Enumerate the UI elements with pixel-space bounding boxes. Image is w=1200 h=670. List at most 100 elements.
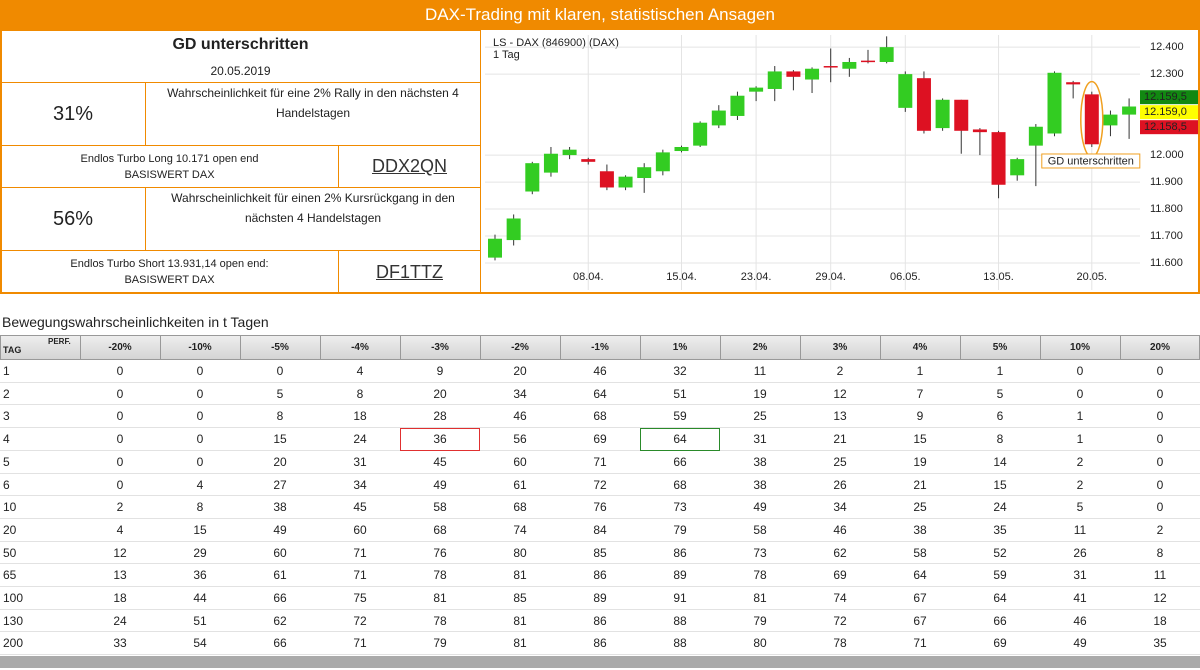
table-cell: 0 xyxy=(116,409,124,424)
table-cell: 7 xyxy=(916,386,924,401)
table-cell: 25 xyxy=(913,500,927,515)
table-cell: 8 xyxy=(1156,545,1164,560)
x-tick-label: 23.04. xyxy=(741,271,772,283)
table-cell: 72 xyxy=(593,477,607,492)
table-cell: 15 xyxy=(913,432,927,447)
table-cell: 20 xyxy=(273,454,287,469)
short-code-link[interactable]: DF1TTZ xyxy=(376,261,443,282)
column-divider xyxy=(800,335,801,360)
table-cell: 88 xyxy=(673,636,687,651)
y-tick-label: 12.300 xyxy=(1150,68,1184,80)
table-cell: 81 xyxy=(513,568,527,583)
table-cell: 56 xyxy=(513,432,527,447)
table-cell: 78 xyxy=(753,568,767,583)
short-name: Endlos Turbo Short 13.931,14 open end: xyxy=(70,258,269,270)
table-cell: 81 xyxy=(513,613,527,628)
candle-body xyxy=(1010,159,1025,176)
price-tag-label: 12.159,5 xyxy=(1144,91,1187,103)
table-cell: 73 xyxy=(673,500,687,515)
table-cell: 64 xyxy=(913,568,927,583)
table-cell: 91 xyxy=(673,591,687,605)
table-cell: 46 xyxy=(593,364,607,378)
table-cell: 14 xyxy=(993,454,1007,469)
candle-body xyxy=(972,129,987,133)
column-header: -3% xyxy=(431,342,449,353)
table-cell: 2 xyxy=(116,500,124,515)
column-header: 10% xyxy=(1069,342,1090,353)
table-cell: 0 xyxy=(196,409,204,424)
row-line xyxy=(0,381,1200,383)
row-tag: 20 xyxy=(3,522,17,537)
y-tick-label: 11.900 xyxy=(1150,176,1183,188)
table-cell: 0 xyxy=(196,364,204,378)
table-cell: 66 xyxy=(273,636,287,651)
column-header: 2% xyxy=(752,342,768,353)
table-cell: 4 xyxy=(116,522,124,537)
table-cell: 24 xyxy=(353,432,367,447)
table-cell: 68 xyxy=(673,477,687,492)
column-divider xyxy=(880,335,881,360)
table-cell: 0 xyxy=(116,477,124,492)
table-cell: 79 xyxy=(433,636,447,651)
table-cell: 69 xyxy=(993,636,1007,651)
table-cell: 2 xyxy=(1076,477,1084,492)
column-header: 4% xyxy=(912,342,928,353)
chart-subtitle: 1 Tag xyxy=(493,49,520,61)
table-cell: 0 xyxy=(1156,409,1164,424)
candle-body xyxy=(749,87,764,92)
long-code-cell: DDX2QN xyxy=(338,145,481,188)
long-base: BASISWERT DAX xyxy=(124,168,215,181)
row-tag: 50 xyxy=(3,545,17,560)
table-cell: 19 xyxy=(913,454,927,469)
row-line xyxy=(0,449,1200,451)
row-tag: 6 xyxy=(3,477,10,492)
table-cell: 9 xyxy=(436,364,444,378)
top-frame xyxy=(0,30,1200,294)
x-tick-label: 13.05. xyxy=(983,271,1014,283)
candlestick-chart: LS - DAX (846900) (DAX) 1 Tag 08.04. 15.0… xyxy=(485,35,1198,290)
drop-percent: 56% xyxy=(0,187,146,251)
table-cell: 71 xyxy=(593,454,607,469)
row-line xyxy=(0,495,1200,497)
table-cell: 64 xyxy=(673,432,687,447)
table-cell: 11 xyxy=(753,364,767,378)
table-cell: 35 xyxy=(1153,636,1167,651)
table-cell: 61 xyxy=(513,477,527,492)
drop-text: Wahrscheinlichkeit für einen 2% Kursrück… xyxy=(145,187,481,251)
table-cell: 0 xyxy=(1156,454,1164,469)
table-cell: 33 xyxy=(113,636,127,651)
table-cell: 69 xyxy=(833,568,847,583)
table-cell: 89 xyxy=(673,568,687,583)
candle-body xyxy=(842,61,857,69)
column-divider xyxy=(960,335,961,360)
price-tag xyxy=(1140,90,1198,105)
column-header: 20% xyxy=(1149,342,1170,353)
table-cell: 0 xyxy=(1076,364,1084,378)
table-cell: 11 xyxy=(1153,568,1167,583)
candle-body xyxy=(711,110,726,126)
long-code-link[interactable]: DDX2QN xyxy=(371,156,447,176)
table-cell: 18 xyxy=(353,409,367,424)
table-cell: 67 xyxy=(913,613,927,628)
table-cell: 51 xyxy=(673,386,687,401)
table-cell: 84 xyxy=(593,522,607,537)
table-cell: 31 xyxy=(353,454,367,469)
table-cell: 21 xyxy=(833,432,847,447)
cell-highlight xyxy=(640,428,720,451)
table-cell: 2 xyxy=(1156,522,1164,537)
table-cell: 61 xyxy=(273,568,287,583)
table-cell: 26 xyxy=(1073,545,1087,560)
column-header: -2% xyxy=(511,342,529,353)
candle-body xyxy=(525,163,540,192)
table-cell: 0 xyxy=(116,432,124,447)
x-tick-label: 08.04. xyxy=(573,271,604,283)
table-cell: 79 xyxy=(673,522,687,537)
table-cell: 64 xyxy=(593,386,607,401)
annotation-box xyxy=(1041,153,1141,169)
table-cell: 85 xyxy=(593,545,607,560)
candle-body xyxy=(786,71,801,77)
row-line xyxy=(0,563,1200,565)
table-cell: 11 xyxy=(1073,522,1087,537)
table-cell: 15 xyxy=(993,477,1007,492)
column-divider xyxy=(400,335,401,360)
